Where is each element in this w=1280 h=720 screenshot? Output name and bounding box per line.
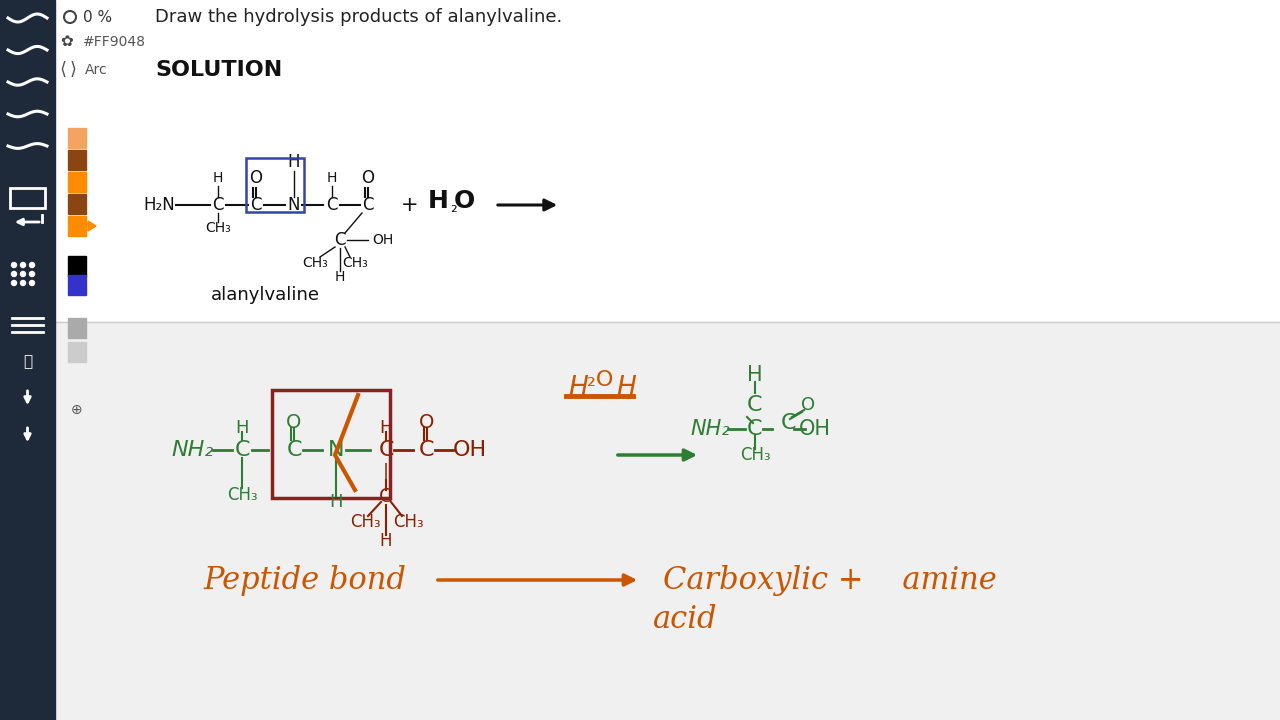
Bar bbox=[273, 390, 390, 498]
Text: alanylvaline: alanylvaline bbox=[210, 286, 320, 304]
Bar bbox=[68, 275, 86, 295]
Text: C: C bbox=[326, 196, 338, 214]
Circle shape bbox=[12, 263, 17, 268]
Polygon shape bbox=[88, 221, 96, 231]
Text: ⟨: ⟨ bbox=[59, 61, 67, 79]
Circle shape bbox=[29, 281, 35, 286]
Text: H: H bbox=[236, 419, 248, 437]
Text: C: C bbox=[379, 487, 393, 505]
Text: ✿: ✿ bbox=[60, 35, 73, 50]
Text: C: C bbox=[234, 440, 250, 460]
Text: CH₃: CH₃ bbox=[302, 256, 328, 270]
Text: H: H bbox=[326, 171, 337, 185]
Circle shape bbox=[20, 263, 26, 268]
Text: |: | bbox=[383, 463, 389, 481]
Text: C: C bbox=[748, 395, 763, 415]
Text: ⊕: ⊕ bbox=[72, 403, 83, 417]
Text: H: H bbox=[329, 493, 343, 511]
Text: C: C bbox=[362, 196, 374, 214]
Text: C: C bbox=[781, 413, 796, 433]
Text: C: C bbox=[251, 196, 261, 214]
Text: ✋: ✋ bbox=[23, 354, 32, 369]
Text: O: O bbox=[361, 169, 375, 187]
Text: O: O bbox=[801, 396, 815, 414]
Text: H: H bbox=[379, 419, 393, 437]
Bar bbox=[68, 216, 86, 236]
Text: CH₃: CH₃ bbox=[205, 221, 230, 235]
Text: C: C bbox=[212, 196, 224, 214]
Text: C: C bbox=[420, 440, 435, 460]
Text: OH: OH bbox=[799, 419, 831, 439]
Text: H: H bbox=[616, 375, 636, 401]
Text: CH₃: CH₃ bbox=[342, 256, 367, 270]
Text: N: N bbox=[288, 196, 301, 214]
Bar bbox=[68, 150, 86, 170]
Text: C: C bbox=[334, 231, 346, 249]
Text: O: O bbox=[250, 169, 262, 187]
Text: NH₂: NH₂ bbox=[690, 419, 730, 439]
Bar bbox=[68, 318, 86, 338]
Text: SOLUTION: SOLUTION bbox=[155, 60, 283, 80]
Bar bbox=[55, 322, 1280, 720]
Bar bbox=[55, 0, 1280, 322]
Text: +: + bbox=[401, 195, 419, 215]
Text: H: H bbox=[335, 270, 346, 284]
Text: 0 %: 0 % bbox=[83, 9, 113, 24]
Text: H: H bbox=[288, 153, 301, 171]
Text: OH: OH bbox=[372, 233, 393, 247]
Text: O: O bbox=[287, 413, 302, 431]
Bar bbox=[68, 128, 86, 148]
Text: H: H bbox=[212, 171, 223, 185]
Text: H₂N: H₂N bbox=[143, 196, 175, 214]
Text: H: H bbox=[428, 189, 448, 213]
Text: O: O bbox=[420, 413, 435, 431]
Text: Arc: Arc bbox=[84, 63, 108, 77]
Circle shape bbox=[12, 271, 17, 276]
Text: ₂O: ₂O bbox=[586, 370, 613, 390]
Bar bbox=[68, 256, 86, 276]
Text: CH₃: CH₃ bbox=[349, 513, 380, 531]
Text: #FF9048: #FF9048 bbox=[83, 35, 146, 49]
Text: C: C bbox=[748, 419, 763, 439]
Text: CH₃: CH₃ bbox=[740, 446, 771, 464]
Text: ⟩: ⟩ bbox=[69, 61, 77, 79]
Text: O: O bbox=[453, 189, 475, 213]
Bar bbox=[0, 0, 55, 720]
Bar bbox=[246, 158, 305, 212]
Bar bbox=[68, 194, 86, 214]
Text: Peptide bond: Peptide bond bbox=[204, 564, 407, 595]
Text: |: | bbox=[333, 469, 339, 487]
Circle shape bbox=[29, 271, 35, 276]
Text: CH₃: CH₃ bbox=[393, 513, 424, 531]
Bar bbox=[68, 172, 86, 192]
Text: H: H bbox=[380, 532, 392, 550]
Circle shape bbox=[20, 271, 26, 276]
Text: ₂: ₂ bbox=[451, 198, 457, 216]
Text: Draw the hydrolysis products of alanylvaline.: Draw the hydrolysis products of alanylva… bbox=[155, 8, 562, 26]
Text: H: H bbox=[748, 365, 763, 385]
Text: Carboxylic +    amine: Carboxylic + amine bbox=[663, 564, 997, 595]
Circle shape bbox=[12, 281, 17, 286]
Text: |: | bbox=[239, 463, 244, 481]
Text: N: N bbox=[328, 440, 344, 460]
Circle shape bbox=[29, 263, 35, 268]
Text: NH₂: NH₂ bbox=[172, 440, 214, 460]
Circle shape bbox=[20, 281, 26, 286]
Text: C: C bbox=[379, 440, 394, 460]
Text: acid: acid bbox=[653, 605, 717, 636]
Text: CH₃: CH₃ bbox=[227, 486, 257, 504]
Text: OH: OH bbox=[453, 440, 488, 460]
Text: C: C bbox=[287, 440, 302, 460]
Bar bbox=[10, 188, 45, 208]
Bar bbox=[68, 342, 86, 362]
Text: H: H bbox=[568, 375, 588, 401]
